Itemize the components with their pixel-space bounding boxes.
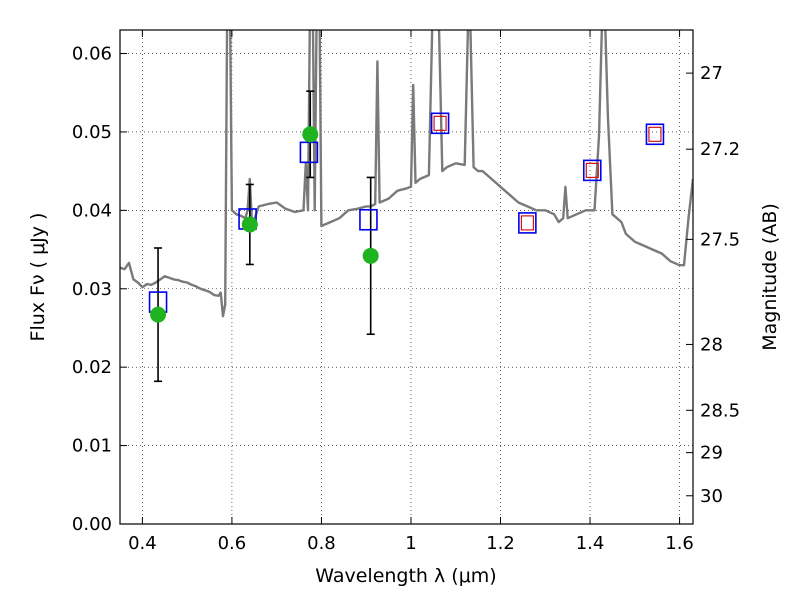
inner-box xyxy=(433,115,447,131)
x-tick-label: 1.4 xyxy=(576,533,605,554)
model-band-box xyxy=(299,141,319,164)
model-band-box xyxy=(430,112,450,135)
y-tick-label: 0.01 xyxy=(72,436,112,457)
inner-box xyxy=(520,215,534,231)
y-tick-label: 0.00 xyxy=(72,514,112,535)
magnitude-tick-label: 27.5 xyxy=(700,229,740,250)
magnitude-tick-label: 27.2 xyxy=(700,139,740,160)
model-spectrum xyxy=(120,30,693,318)
x-tick-label: 1.6 xyxy=(665,533,694,554)
y-tick-label: 0.04 xyxy=(72,200,112,221)
y-tick-label: 0.06 xyxy=(72,44,112,65)
magnitude-tick-label: 27 xyxy=(700,63,723,84)
tick-labels: 0.4 0.6 0.8 1 1.2 1.4 1.6 0.00 0.01 0.02 0.03 0.04 0… xyxy=(72,44,740,554)
magnitude-tick-label: 28 xyxy=(700,334,723,355)
measured-points xyxy=(150,126,379,323)
right-axis-title: Magnitude (AB) xyxy=(759,203,781,351)
x-tick-label: 0.4 xyxy=(128,533,157,554)
error-bars xyxy=(154,90,375,383)
y-tick-label: 0.03 xyxy=(72,279,112,300)
axis-ticks xyxy=(120,30,693,525)
y-axis-title: Flux Fν ( μJy ) xyxy=(27,213,49,342)
magnitude-tick-label: 30 xyxy=(700,486,723,507)
plot-frame xyxy=(119,29,694,525)
y-tick-label: 0.05 xyxy=(72,122,112,143)
model-band-box xyxy=(359,208,378,231)
magnitude-tick-label: 29 xyxy=(700,443,723,464)
y-tick-label: 0.02 xyxy=(72,357,112,378)
model-band-box xyxy=(645,123,665,146)
measured-point xyxy=(302,126,319,143)
model-band-box xyxy=(518,212,537,234)
measured-point xyxy=(241,216,258,233)
measured-point xyxy=(362,247,379,264)
x-tick-label: 1.2 xyxy=(486,533,515,554)
spectrum-line xyxy=(120,30,693,318)
x-axis-title: Wavelength λ (μm) xyxy=(315,565,496,587)
x-tick-label: 0.8 xyxy=(307,533,336,554)
model-band-boxes xyxy=(148,112,665,313)
magnitude-tick-label: 28.5 xyxy=(700,400,740,421)
inner-box xyxy=(585,162,599,178)
measured-point xyxy=(150,306,167,323)
inner-box xyxy=(648,126,662,142)
x-tick-label: 1 xyxy=(405,533,416,554)
x-tick-label: 0.6 xyxy=(218,533,247,554)
model-band-box xyxy=(582,159,602,182)
